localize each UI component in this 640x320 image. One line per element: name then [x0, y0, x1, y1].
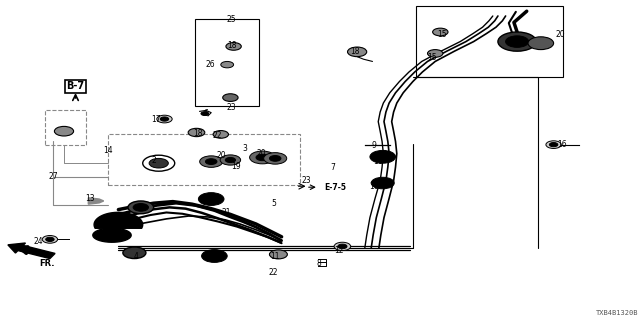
- Text: 8: 8: [316, 260, 321, 268]
- Circle shape: [250, 151, 275, 164]
- Text: 12: 12: [335, 246, 344, 255]
- Text: 20: 20: [256, 149, 266, 158]
- Circle shape: [213, 131, 228, 138]
- Text: 25: 25: [227, 15, 237, 24]
- Text: E-7-5: E-7-5: [324, 183, 346, 192]
- Text: 20: 20: [555, 30, 565, 39]
- Text: 13: 13: [84, 194, 95, 203]
- Circle shape: [370, 150, 396, 163]
- Circle shape: [528, 37, 554, 50]
- Circle shape: [269, 156, 281, 161]
- Text: 21: 21: [221, 208, 230, 217]
- Text: 24: 24: [33, 237, 44, 246]
- Text: 11: 11: [373, 157, 382, 166]
- Circle shape: [157, 115, 172, 123]
- Circle shape: [433, 28, 448, 36]
- Circle shape: [269, 250, 287, 259]
- Circle shape: [42, 236, 58, 243]
- Circle shape: [334, 242, 351, 251]
- Text: 16: 16: [557, 140, 567, 149]
- Circle shape: [160, 117, 169, 121]
- Text: 18: 18: [194, 129, 203, 138]
- Text: 18: 18: [351, 47, 360, 56]
- Circle shape: [133, 204, 148, 211]
- Text: 2: 2: [151, 156, 156, 165]
- Circle shape: [371, 177, 394, 189]
- Text: 5: 5: [271, 199, 276, 208]
- Bar: [195, 19, 259, 106]
- Circle shape: [348, 47, 367, 57]
- Text: 7: 7: [330, 163, 335, 172]
- Text: 3: 3: [243, 144, 248, 153]
- Circle shape: [506, 36, 529, 47]
- Text: 18: 18: [227, 41, 236, 50]
- Text: 14: 14: [102, 146, 113, 155]
- Text: TXB4B1320B: TXB4B1320B: [596, 310, 639, 316]
- Text: 22: 22: [213, 131, 222, 140]
- Text: 23: 23: [301, 176, 311, 185]
- Bar: [108, 134, 300, 185]
- Circle shape: [201, 112, 209, 116]
- Circle shape: [264, 153, 287, 164]
- Text: FR.: FR.: [40, 260, 55, 268]
- Polygon shape: [88, 198, 104, 204]
- Circle shape: [256, 154, 269, 161]
- Circle shape: [198, 193, 224, 205]
- Text: 4: 4: [133, 252, 138, 261]
- Text: 9: 9: [372, 141, 377, 150]
- Text: 23: 23: [227, 103, 237, 112]
- Circle shape: [123, 247, 146, 259]
- Text: 15: 15: [427, 53, 437, 62]
- Circle shape: [54, 126, 74, 136]
- FancyArrow shape: [8, 243, 55, 259]
- Text: 11: 11: [271, 252, 280, 261]
- Circle shape: [226, 43, 241, 50]
- Text: 10: 10: [211, 195, 221, 204]
- Circle shape: [225, 157, 236, 163]
- Circle shape: [498, 32, 536, 51]
- Text: 17: 17: [150, 116, 161, 124]
- Circle shape: [221, 61, 234, 68]
- Circle shape: [428, 50, 443, 57]
- Circle shape: [205, 159, 217, 164]
- Circle shape: [202, 250, 227, 262]
- Text: 22: 22: [269, 268, 278, 277]
- Text: 26: 26: [205, 60, 215, 69]
- Polygon shape: [94, 212, 143, 228]
- Text: B-7: B-7: [67, 81, 84, 92]
- Circle shape: [149, 158, 168, 168]
- Text: 10: 10: [369, 182, 380, 191]
- Circle shape: [546, 141, 561, 148]
- Circle shape: [45, 237, 54, 242]
- Bar: [416, 6, 563, 77]
- Text: 15: 15: [436, 30, 447, 39]
- Text: 6: 6: [204, 109, 209, 118]
- Bar: [45, 110, 86, 145]
- Text: 20: 20: [216, 151, 227, 160]
- Circle shape: [223, 94, 238, 101]
- Text: 19: 19: [230, 162, 241, 171]
- Polygon shape: [93, 228, 131, 242]
- Circle shape: [220, 155, 241, 165]
- Text: 3: 3: [211, 255, 216, 264]
- Text: 27: 27: [48, 172, 58, 181]
- Circle shape: [200, 156, 223, 167]
- Circle shape: [549, 142, 558, 147]
- Circle shape: [128, 201, 154, 214]
- Circle shape: [188, 128, 205, 137]
- Circle shape: [338, 244, 347, 249]
